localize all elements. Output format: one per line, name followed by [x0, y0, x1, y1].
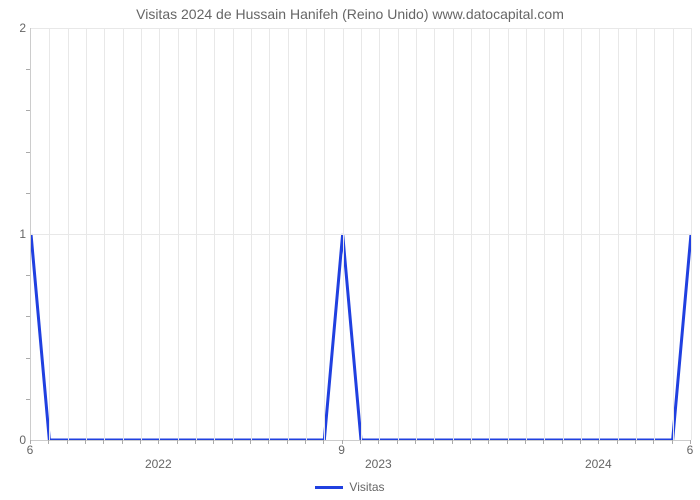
gridline-v — [159, 28, 160, 440]
y-axis-label: 0 — [19, 433, 26, 447]
x-tick — [85, 440, 86, 444]
x-tick — [635, 440, 636, 444]
x-tick — [250, 440, 251, 444]
gridline-v — [471, 28, 472, 440]
gridline-v — [618, 28, 619, 440]
x-tick — [672, 440, 673, 444]
gridline-v — [269, 28, 270, 440]
gridline-v — [563, 28, 564, 440]
gridline-v — [214, 28, 215, 440]
y-minor-tick — [26, 358, 30, 359]
y-minor-tick — [26, 316, 30, 317]
x-tick — [268, 440, 269, 444]
gridline-v — [489, 28, 490, 440]
gridline-v — [324, 28, 325, 440]
x-axis-year-label: 2023 — [365, 457, 392, 471]
legend: Visitas — [0, 480, 700, 494]
gridline-v — [178, 28, 179, 440]
gridline-v — [68, 28, 69, 440]
x-tick — [617, 440, 618, 444]
y-minor-tick — [26, 110, 30, 111]
x-tick — [488, 440, 489, 444]
x-tick — [525, 440, 526, 444]
chart-container: Visitas 2024 de Hussain Hanifeh (Reino U… — [0, 0, 700, 500]
gridline-v — [86, 28, 87, 440]
gridline-v — [453, 28, 454, 440]
x-tick — [598, 440, 599, 444]
x-tick — [177, 440, 178, 444]
y-minor-tick — [26, 152, 30, 153]
x-tick — [213, 440, 214, 444]
gridline-v — [434, 28, 435, 440]
gridline-v — [196, 28, 197, 440]
x-axis-year-label: 2024 — [585, 457, 612, 471]
x-tick — [378, 440, 379, 444]
gridline-v — [361, 28, 362, 440]
gridline-v — [123, 28, 124, 440]
gridline-v — [654, 28, 655, 440]
x-tick — [360, 440, 361, 444]
gridline-v — [141, 28, 142, 440]
gridline-v — [416, 28, 417, 440]
y-minor-tick — [26, 193, 30, 194]
x-tick — [580, 440, 581, 444]
gridline-v — [233, 28, 234, 440]
gridline-v — [379, 28, 380, 440]
x-tick — [195, 440, 196, 444]
x-tick — [103, 440, 104, 444]
x-tick — [397, 440, 398, 444]
gridline-v — [343, 28, 344, 440]
gridline-v — [306, 28, 307, 440]
y-minor-tick — [26, 69, 30, 70]
x-tick — [67, 440, 68, 444]
gridline-v — [581, 28, 582, 440]
chart-title: Visitas 2024 de Hussain Hanifeh (Reino U… — [0, 6, 700, 22]
gridline-v — [104, 28, 105, 440]
gridline-v — [544, 28, 545, 440]
gridline-v — [599, 28, 600, 440]
point-value-label: 9 — [338, 443, 345, 457]
x-tick — [562, 440, 563, 444]
x-tick — [470, 440, 471, 444]
legend-swatch — [315, 486, 343, 489]
gridline-v — [398, 28, 399, 440]
y-minor-tick — [26, 275, 30, 276]
x-tick — [48, 440, 49, 444]
x-tick — [158, 440, 159, 444]
point-value-label: 6 — [687, 443, 694, 457]
x-tick — [415, 440, 416, 444]
x-tick — [287, 440, 288, 444]
legend-label: Visitas — [349, 480, 384, 494]
gridline-v — [673, 28, 674, 440]
gridline-v — [636, 28, 637, 440]
x-tick — [122, 440, 123, 444]
gridline-v — [288, 28, 289, 440]
x-tick — [305, 440, 306, 444]
y-axis-label: 1 — [19, 227, 26, 241]
x-tick — [452, 440, 453, 444]
gridline-v — [508, 28, 509, 440]
gridline-v — [49, 28, 50, 440]
x-tick — [433, 440, 434, 444]
gridline-v — [691, 28, 692, 440]
gridline-v — [251, 28, 252, 440]
point-value-label: 6 — [27, 443, 34, 457]
x-axis-year-label: 2022 — [145, 457, 172, 471]
x-tick — [140, 440, 141, 444]
x-tick — [653, 440, 654, 444]
gridline-v — [526, 28, 527, 440]
x-tick — [543, 440, 544, 444]
y-axis-label: 2 — [19, 21, 26, 35]
x-tick — [507, 440, 508, 444]
plot-area — [30, 28, 691, 441]
y-minor-tick — [26, 399, 30, 400]
x-tick — [323, 440, 324, 444]
x-tick — [232, 440, 233, 444]
